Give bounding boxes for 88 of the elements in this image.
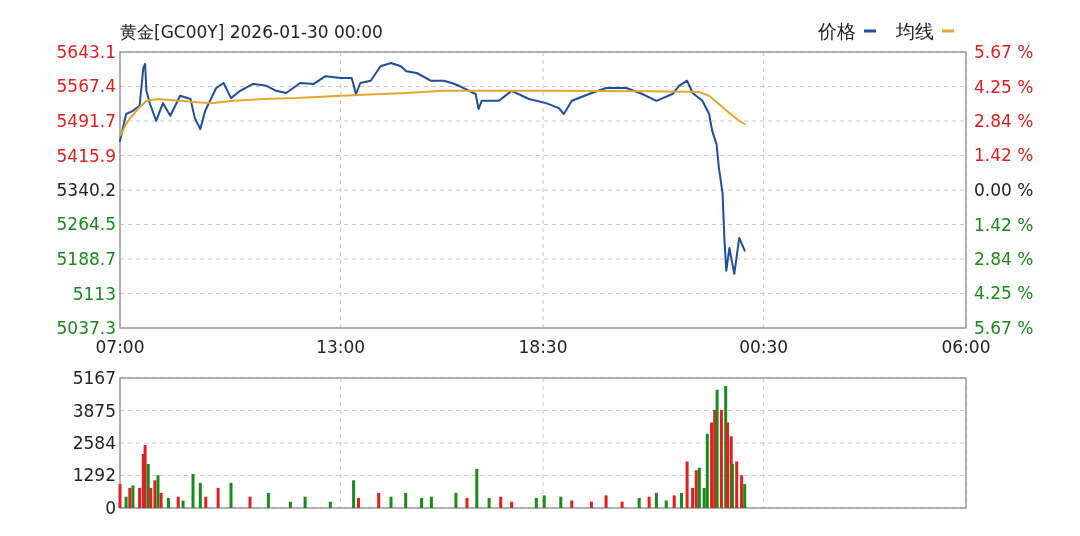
bar xyxy=(499,496,503,508)
bar xyxy=(637,497,641,508)
y2-tick-label: 4.25 % xyxy=(974,76,1034,97)
bar xyxy=(216,487,220,508)
bar xyxy=(559,496,563,508)
legend-label: 均线 xyxy=(895,20,934,42)
y-tick-label: 5264.5 xyxy=(56,214,116,235)
bar xyxy=(404,492,408,508)
y2-tick-label: 5.67 % xyxy=(974,318,1034,338)
y-tick-label: 5113 xyxy=(72,283,116,304)
bar xyxy=(743,484,747,508)
bar xyxy=(198,482,202,508)
legend-label: 价格 xyxy=(817,20,856,42)
y-tick-label: 2584 xyxy=(72,432,116,453)
bar xyxy=(685,461,689,508)
bar xyxy=(715,389,719,508)
bar xyxy=(357,497,360,508)
bar xyxy=(454,492,458,508)
bar xyxy=(726,422,729,508)
bar xyxy=(570,500,574,508)
y2-tick-label: 2.84 % xyxy=(974,110,1034,131)
bar xyxy=(713,409,717,508)
y2-tick-label: 1.42 % xyxy=(974,145,1034,166)
x-tick-label: 06:00 xyxy=(941,337,991,357)
y2-tick-label: 1.42 % xyxy=(974,214,1034,235)
x-tick-label: 18:30 xyxy=(518,337,568,357)
bar xyxy=(510,501,514,508)
bar xyxy=(118,484,122,508)
y-tick-label: 1292 xyxy=(72,465,116,486)
bar xyxy=(191,474,195,508)
x-tick-label: 00:30 xyxy=(739,337,789,357)
bar xyxy=(328,501,332,508)
y-tick-label: 0 xyxy=(105,498,116,518)
bar xyxy=(654,492,658,508)
bar xyxy=(465,497,469,508)
y2-tick-label: 2.84 % xyxy=(974,249,1034,270)
y-tick-label: 5167 xyxy=(72,368,116,388)
bar xyxy=(248,496,252,508)
bar xyxy=(647,496,651,508)
bar xyxy=(176,496,180,508)
bar xyxy=(166,497,170,508)
bar xyxy=(735,461,739,508)
bar xyxy=(303,496,307,508)
y2-tick-label: 4.25 % xyxy=(974,283,1034,304)
y-tick-label: 5491.7 xyxy=(56,110,116,131)
y-tick-label: 5415.9 xyxy=(56,145,116,166)
bar xyxy=(420,497,424,508)
bar xyxy=(124,496,128,508)
bar xyxy=(487,497,491,508)
bar xyxy=(377,492,381,508)
bar xyxy=(730,464,734,508)
line-series xyxy=(119,62,746,275)
bar xyxy=(719,409,723,508)
bar xyxy=(288,501,292,508)
bar xyxy=(181,500,185,508)
x-tick-label: 07:00 xyxy=(95,337,145,357)
bar xyxy=(389,496,393,508)
x-tick-label: 13:00 xyxy=(316,337,366,357)
bar xyxy=(740,475,744,508)
bar xyxy=(542,495,546,508)
y-tick-label: 3875 xyxy=(72,400,116,421)
y2-tick-label: 5.67 % xyxy=(974,42,1034,62)
bar xyxy=(680,492,683,508)
bar xyxy=(229,482,233,508)
chart-title: 黄金[GC00Y] 2026-01-30 00:00 xyxy=(120,22,383,42)
y-tick-label: 5643.1 xyxy=(56,42,116,62)
y-tick-label: 5340.2 xyxy=(56,180,116,200)
bar xyxy=(664,500,668,508)
bar xyxy=(204,496,208,508)
bar xyxy=(475,469,479,508)
line-series xyxy=(119,89,746,137)
bar xyxy=(352,480,356,508)
bar xyxy=(705,433,709,508)
y-tick-label: 5567.4 xyxy=(56,76,116,97)
bar xyxy=(153,480,157,508)
bar xyxy=(266,492,270,508)
bar xyxy=(156,475,160,508)
bar xyxy=(672,495,676,508)
bar xyxy=(589,501,593,508)
bar xyxy=(604,495,608,508)
bar xyxy=(143,445,147,508)
bar xyxy=(159,492,163,508)
bar xyxy=(429,496,433,508)
bar xyxy=(620,501,624,508)
y-tick-label: 5037.3 xyxy=(56,318,116,338)
bar xyxy=(534,497,538,508)
y2-tick-label: 0.00 % xyxy=(974,180,1034,200)
y-tick-label: 5188.7 xyxy=(56,249,116,270)
